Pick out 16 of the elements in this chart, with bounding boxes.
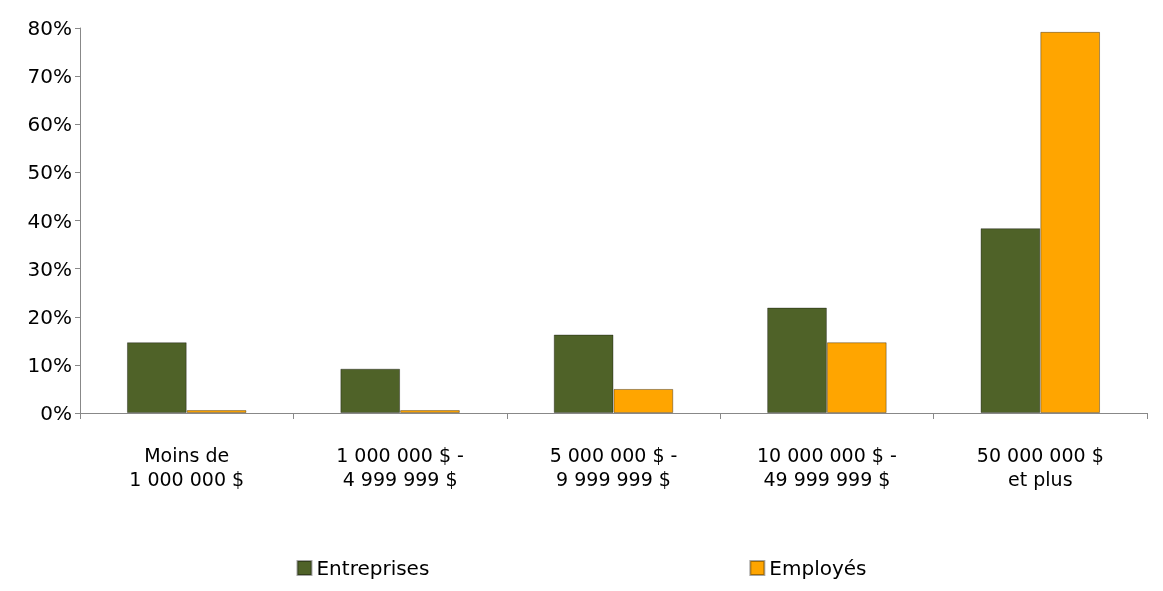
legend-label: Employés <box>769 556 867 580</box>
x-tick-label: Moins de 1 000 000 $ <box>129 444 245 490</box>
y-tick-label: 20% <box>27 304 72 329</box>
y-tick-label: 60% <box>27 112 72 137</box>
y-tick-label: 40% <box>27 208 72 233</box>
y-tick-label: 70% <box>27 64 72 89</box>
x-tick-label: 1 000 000 $ - 4 999 999 $ <box>336 444 464 490</box>
y-tick-label: 80% <box>27 16 72 40</box>
x-tick-label: 10 000 000 $ - 49 999 999 $ <box>756 444 897 490</box>
x-tick-label: 50 000 000 $ et plus <box>976 444 1104 490</box>
y-tick-label: 50% <box>27 160 72 185</box>
y-tick-label: 30% <box>27 256 72 281</box>
legend-label: Entreprises <box>316 556 430 580</box>
y-tick-label: 0% <box>40 401 72 425</box>
x-tick-label: 5 000 000 $ - 9 999 999 $ <box>549 444 678 490</box>
y-tick-label: 10% <box>27 352 72 377</box>
